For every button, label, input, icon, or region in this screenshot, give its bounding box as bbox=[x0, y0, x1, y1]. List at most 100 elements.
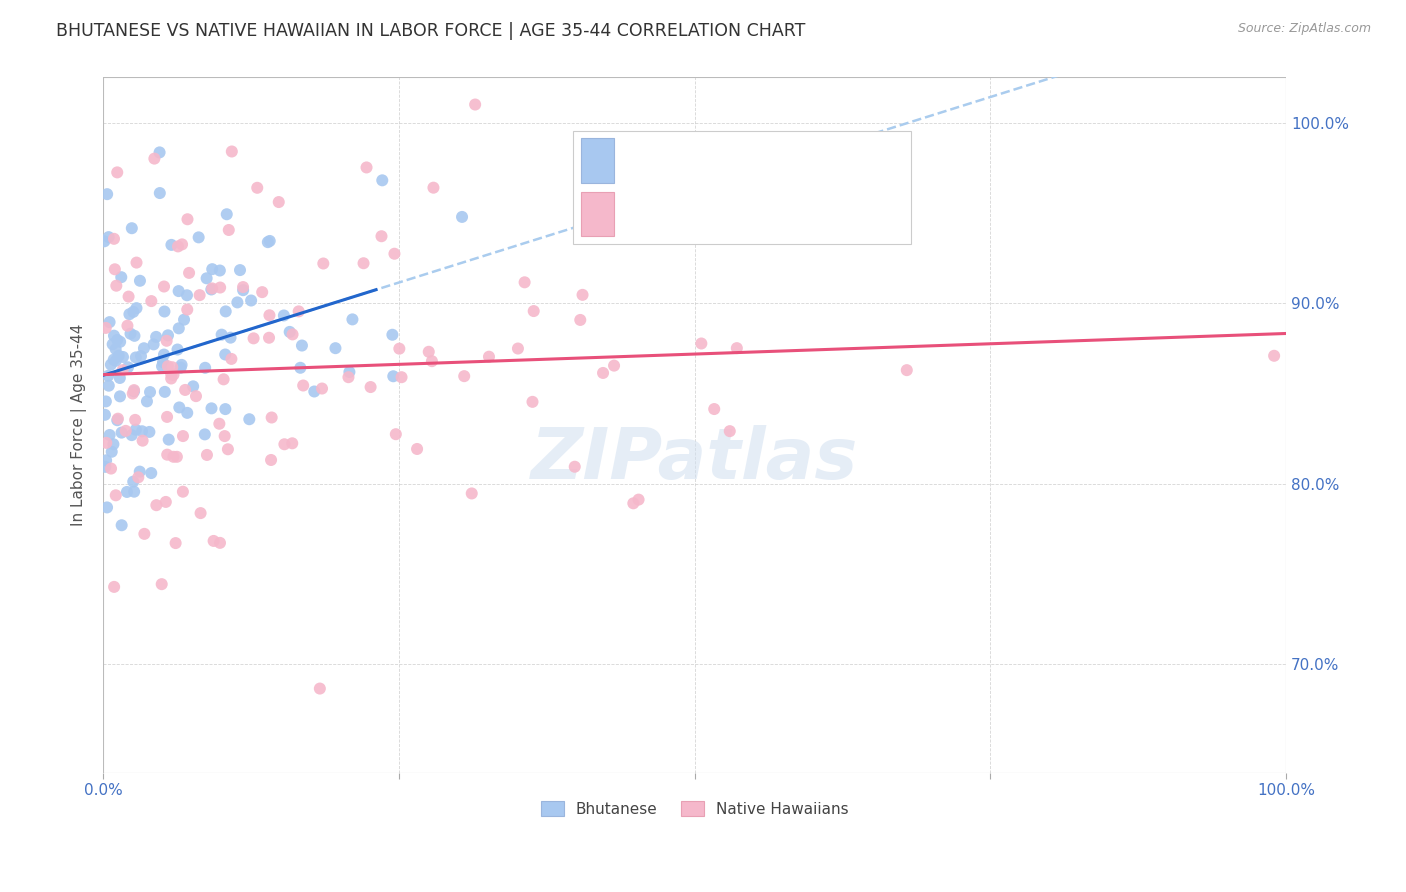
Point bbox=[238, 412, 260, 426]
Point bbox=[188, 288, 211, 302]
Point bbox=[121, 428, 143, 442]
Point bbox=[200, 283, 222, 297]
Point bbox=[194, 427, 217, 442]
Point bbox=[311, 382, 333, 396]
Point bbox=[114, 424, 136, 438]
Point bbox=[156, 359, 179, 374]
Point bbox=[246, 181, 269, 195]
Point bbox=[96, 435, 118, 450]
Point bbox=[406, 442, 429, 456]
Point bbox=[156, 409, 179, 424]
Point bbox=[176, 212, 198, 227]
Point bbox=[132, 341, 155, 355]
Point bbox=[195, 271, 218, 285]
Point bbox=[122, 484, 145, 499]
Text: -0.088: -0.088 bbox=[664, 208, 721, 222]
Point bbox=[291, 338, 314, 352]
Point bbox=[214, 347, 236, 361]
Text: BHUTANESE VS NATIVE HAWAIIAN IN LABOR FORCE | AGE 35-44 CORRELATION CHART: BHUTANESE VS NATIVE HAWAIIAN IN LABOR FO… bbox=[56, 22, 806, 40]
Point bbox=[138, 425, 160, 439]
Point bbox=[627, 492, 650, 507]
Point bbox=[571, 288, 593, 302]
Point bbox=[195, 448, 218, 462]
Point bbox=[229, 263, 252, 277]
Point bbox=[148, 145, 170, 160]
Point bbox=[105, 413, 128, 427]
Point bbox=[131, 424, 153, 438]
Point bbox=[211, 327, 233, 342]
Point bbox=[172, 429, 194, 443]
Point bbox=[356, 161, 378, 175]
Point bbox=[202, 533, 225, 548]
Point bbox=[97, 230, 120, 244]
Point bbox=[110, 425, 132, 440]
Point bbox=[115, 485, 138, 500]
Point bbox=[360, 380, 382, 394]
Point bbox=[117, 318, 139, 333]
Point bbox=[522, 395, 544, 409]
Point bbox=[292, 378, 315, 392]
Point bbox=[208, 536, 231, 550]
Point bbox=[260, 410, 283, 425]
Point bbox=[100, 358, 122, 372]
Point bbox=[118, 307, 141, 321]
Point bbox=[422, 180, 444, 194]
Point bbox=[418, 344, 440, 359]
Point bbox=[152, 355, 174, 369]
Point bbox=[150, 577, 173, 591]
Point bbox=[121, 221, 143, 235]
Point bbox=[167, 321, 190, 335]
Point bbox=[353, 256, 375, 270]
Point bbox=[257, 235, 280, 249]
Point bbox=[153, 279, 176, 293]
Point bbox=[342, 312, 364, 326]
Point bbox=[240, 293, 263, 308]
Point bbox=[176, 302, 198, 317]
Point bbox=[201, 262, 224, 277]
Text: 108: 108 bbox=[782, 154, 815, 169]
Point bbox=[110, 270, 132, 285]
Point bbox=[184, 389, 207, 403]
Point bbox=[129, 274, 152, 288]
Text: N =: N = bbox=[740, 208, 786, 222]
Point bbox=[169, 360, 191, 375]
Point bbox=[569, 313, 592, 327]
Point bbox=[160, 368, 183, 382]
Point bbox=[592, 366, 614, 380]
Point bbox=[388, 342, 411, 356]
Point bbox=[153, 304, 176, 318]
Point bbox=[98, 315, 121, 329]
Point bbox=[136, 394, 159, 409]
Point bbox=[703, 402, 725, 417]
Point bbox=[96, 187, 118, 202]
Point bbox=[145, 330, 167, 344]
Point bbox=[117, 290, 139, 304]
Point bbox=[105, 278, 128, 293]
Point bbox=[162, 450, 184, 464]
Point bbox=[453, 369, 475, 384]
Point bbox=[108, 389, 131, 403]
Point bbox=[108, 371, 131, 385]
Point bbox=[104, 342, 127, 356]
Point bbox=[156, 448, 179, 462]
Point bbox=[103, 352, 125, 367]
Point bbox=[273, 437, 295, 451]
Point bbox=[134, 527, 156, 541]
Point bbox=[153, 347, 176, 361]
Point bbox=[226, 295, 249, 310]
Point bbox=[506, 342, 529, 356]
Point bbox=[97, 368, 120, 383]
Point bbox=[725, 341, 748, 355]
Point bbox=[93, 235, 115, 249]
Point bbox=[124, 328, 146, 343]
Point bbox=[94, 394, 117, 409]
Point bbox=[1263, 349, 1285, 363]
Point bbox=[127, 470, 149, 484]
Point bbox=[97, 378, 120, 392]
Point bbox=[273, 309, 295, 323]
Point bbox=[141, 294, 163, 309]
Point bbox=[129, 349, 152, 363]
Point bbox=[232, 280, 254, 294]
Point bbox=[122, 475, 145, 489]
Point bbox=[149, 186, 172, 200]
